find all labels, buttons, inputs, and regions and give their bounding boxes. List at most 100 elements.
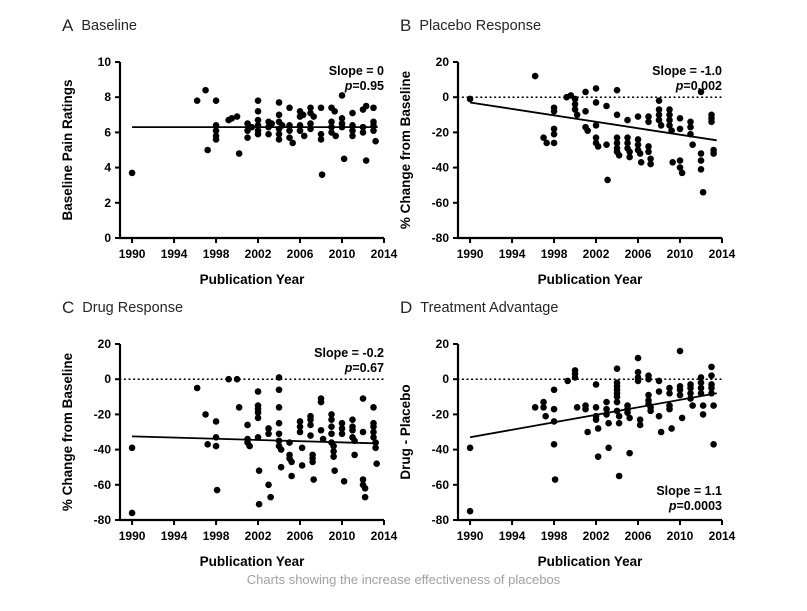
- data-point: [666, 122, 673, 129]
- data-point: [699, 411, 707, 418]
- data-point: [275, 404, 283, 411]
- data-point: [668, 425, 675, 432]
- data-point: [359, 129, 367, 136]
- data-point: [317, 130, 325, 138]
- data-point: [689, 402, 696, 409]
- data-point: [255, 500, 263, 508]
- panel-header: A Baseline: [56, 16, 402, 42]
- regression-line: [469, 101, 717, 142]
- data-point: [361, 493, 369, 501]
- data-point: [594, 453, 602, 460]
- data-point: [550, 139, 558, 147]
- data-point: [288, 458, 295, 466]
- x-tick-label: 2010: [329, 247, 356, 261]
- slope-annotation: Slope = -0.2: [314, 346, 384, 360]
- data-point: [370, 433, 377, 441]
- data-point: [603, 405, 610, 413]
- data-point: [626, 148, 633, 156]
- data-point: [275, 374, 283, 381]
- data-point: [582, 107, 589, 115]
- data-point: [551, 476, 559, 483]
- data-point: [277, 463, 285, 471]
- y-axis-title: Drug - Placebo: [398, 384, 413, 479]
- data-point: [372, 444, 379, 452]
- data-point: [296, 122, 304, 129]
- y-tick-label: 2: [104, 196, 111, 210]
- data-point: [708, 363, 715, 371]
- data-point: [307, 416, 314, 423]
- scatter-chart-placebo-response: 1990 1994 1998 2002 2006 2010 2014 -80 -60 -40 -20…: [398, 55, 736, 287]
- x-tick-label: 1994: [161, 247, 188, 261]
- data-point: [370, 428, 377, 436]
- data-point: [592, 416, 600, 423]
- data-point: [212, 442, 220, 450]
- data-point: [584, 428, 591, 436]
- data-point: [233, 113, 241, 120]
- x-tick-label: 1990: [119, 529, 146, 543]
- p-value-annotation: p=0.0003: [668, 499, 722, 513]
- data-point: [349, 132, 356, 140]
- panel-title: Drug Response: [82, 300, 184, 316]
- data-point: [359, 428, 367, 436]
- data-point: [372, 439, 379, 446]
- data-point: [248, 123, 256, 131]
- data-point: [254, 409, 262, 416]
- data-point: [330, 453, 337, 460]
- data-point: [286, 127, 293, 134]
- data-point: [634, 377, 642, 385]
- data-point: [296, 428, 304, 436]
- data-point: [254, 116, 262, 124]
- data-point: [697, 150, 705, 157]
- data-point: [318, 171, 326, 178]
- panel-header: D Treatment Advantage: [394, 298, 740, 324]
- data-point: [255, 467, 263, 475]
- data-point: [669, 159, 676, 166]
- data-point: [634, 368, 642, 376]
- data-point: [550, 130, 558, 138]
- data-point: [543, 139, 550, 147]
- data-point: [582, 405, 589, 413]
- data-point: [540, 398, 547, 406]
- x-tick-label: 1994: [499, 529, 526, 543]
- data-point: [613, 139, 621, 147]
- data-point: [605, 419, 612, 427]
- y-tick-label: 0: [104, 372, 111, 386]
- data-point: [349, 122, 356, 129]
- data-point: [594, 143, 602, 150]
- data-point: [340, 477, 348, 485]
- data-point: [267, 493, 274, 501]
- data-point: [592, 381, 600, 388]
- data-point: [613, 398, 621, 406]
- data-point: [626, 414, 633, 422]
- data-point: [204, 441, 211, 448]
- data-point: [265, 481, 272, 489]
- x-tick-label: 2006: [287, 247, 314, 261]
- panel-header: C Drug Response: [56, 298, 402, 324]
- data-point: [349, 426, 356, 434]
- data-point: [212, 97, 220, 105]
- data-point: [697, 389, 705, 397]
- data-point: [286, 439, 293, 446]
- y-tick-label: 8: [104, 90, 111, 104]
- data-point: [571, 100, 579, 108]
- data-point: [254, 130, 262, 138]
- data-point: [634, 113, 642, 120]
- data-point: [592, 134, 600, 141]
- data-point: [466, 95, 474, 103]
- data-point: [697, 374, 705, 381]
- y-tick-label: -80: [432, 513, 450, 527]
- data-point: [246, 442, 253, 450]
- data-point: [571, 374, 579, 381]
- data-point: [645, 375, 652, 383]
- data-point: [708, 372, 715, 379]
- data-point: [212, 433, 220, 441]
- data-point: [309, 458, 316, 466]
- data-point: [265, 130, 272, 138]
- data-point: [645, 113, 652, 120]
- data-point: [331, 107, 338, 115]
- y-tick-label: -40: [94, 443, 112, 457]
- data-point: [710, 402, 717, 409]
- y-tick-label: 20: [98, 337, 112, 351]
- data-point: [564, 377, 571, 385]
